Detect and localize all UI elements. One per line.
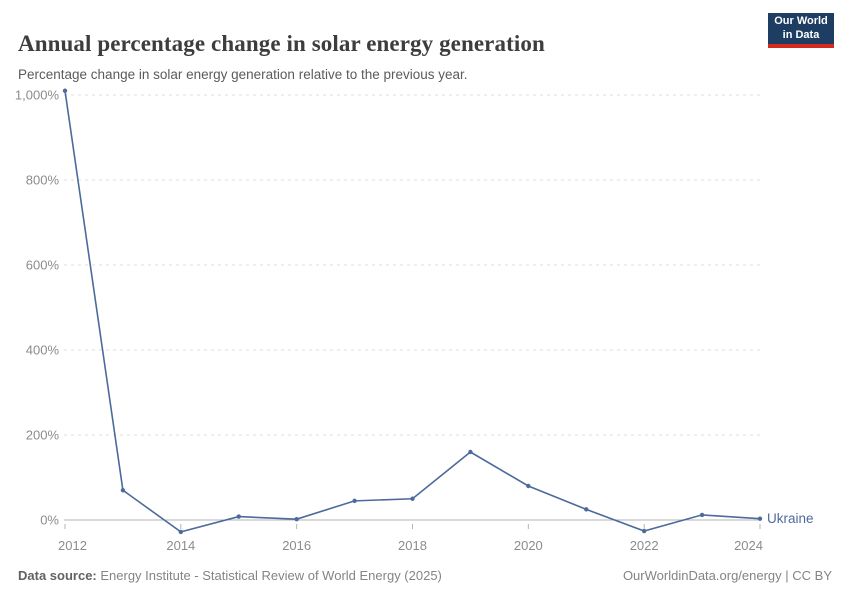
chart-footer: Data source: Energy Institute - Statisti… (18, 568, 832, 583)
x-axis-tick-label: 2016 (282, 538, 311, 553)
page-title: Annual percentage change in solar energy… (18, 31, 545, 57)
data-point[interactable] (294, 516, 299, 522)
y-axis-tick-label: 600% (26, 258, 60, 273)
credit-note: OurWorldinData.org/energy | CC BY (622, 568, 832, 583)
y-axis-tick-label: 1,000% (15, 88, 60, 103)
data-point[interactable] (468, 449, 473, 455)
y-axis-tick-label: 800% (26, 173, 60, 188)
x-axis-tick-label: 2022 (630, 538, 659, 553)
x-axis-tick-label: 2014 (166, 538, 195, 553)
series-line-ukraine[interactable] (64, 90, 761, 533)
data-point[interactable] (584, 507, 589, 512)
data-point[interactable] (352, 498, 357, 504)
data-source-label: Data source: (18, 568, 97, 583)
axis-layer: 0% 200% 400% 600% 800% 1,000% 2012 2014 2016 2018… (15, 88, 763, 554)
data-point[interactable] (410, 496, 415, 501)
x-axis-tick-label: 2020 (514, 538, 543, 553)
data-source-note: Data source: Energy Institute - Statisti… (18, 568, 442, 583)
entity-label: Ukraine (767, 511, 814, 526)
series-layer (62, 88, 763, 535)
owid-logo-line1: Our World (774, 14, 828, 27)
grid-layer (64, 94, 760, 521)
data-point[interactable] (178, 529, 184, 535)
data-point[interactable] (236, 514, 241, 519)
data-point[interactable] (699, 512, 705, 518)
data-point[interactable] (62, 88, 68, 93)
x-axis-tick-label: 2018 (398, 538, 427, 553)
data-point[interactable] (757, 516, 763, 521)
owid-logo-line2: in Data (782, 28, 820, 41)
data-source-text: Energy Institute - Statistical Review of… (96, 568, 442, 583)
data-point[interactable] (120, 488, 126, 493)
x-axis-tick-label: 2012 (58, 538, 87, 553)
data-point[interactable] (641, 528, 647, 534)
y-axis-tick-label: 200% (26, 428, 60, 443)
owid-logo: Our World in Data (768, 13, 834, 48)
x-axis-tick-label: 2024 (734, 538, 763, 553)
y-axis-tick-label: 400% (26, 343, 60, 358)
y-axis-tick-label: 0% (40, 513, 59, 528)
data-point[interactable] (526, 483, 531, 489)
chart-subtitle: Percentage change in solar energy genera… (18, 66, 468, 82)
